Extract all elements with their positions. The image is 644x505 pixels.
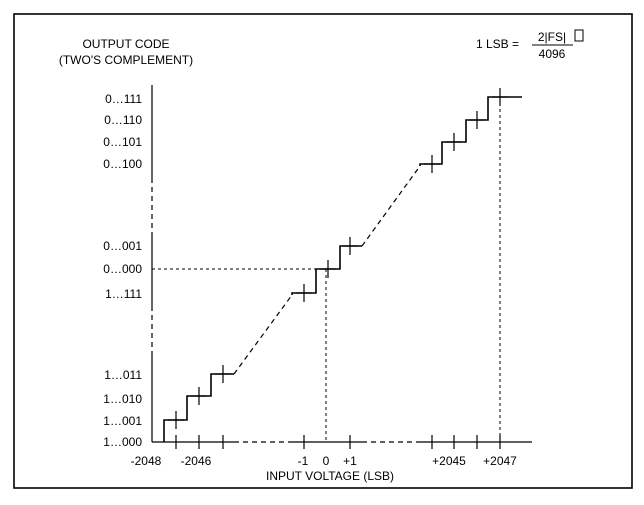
y-axis-title-line2: (TWO'S COMPLEMENT) xyxy=(59,53,193,67)
y-code-label: 1…010 xyxy=(103,392,142,406)
y-code-label: 1…001 xyxy=(103,414,142,428)
y-code-label: 1…011 xyxy=(104,368,142,382)
transfer-staircase-middle xyxy=(291,245,362,295)
x-tick-label: 0 xyxy=(323,454,330,468)
y-code-label: 0…110 xyxy=(104,113,142,127)
y-code-label: 1…111 xyxy=(105,287,142,301)
x-tick-label: +1 xyxy=(343,454,357,468)
transition-ticks xyxy=(168,88,508,429)
formula-numerator: 2|FS| xyxy=(538,30,566,44)
x-tick-label: -1 xyxy=(298,454,309,468)
transfer-staircase-top xyxy=(419,96,522,166)
transfer-ramp-lower xyxy=(233,294,293,375)
formula-box-glyph xyxy=(574,29,584,42)
formula-lhs: 1 LSB = xyxy=(476,37,519,51)
y-code-label: 0…111 xyxy=(105,92,142,106)
y-code-label: 0…001 xyxy=(103,239,142,253)
x-axis-ticks xyxy=(175,435,501,449)
y-axis-title-line1: OUTPUT CODE xyxy=(82,37,169,51)
x-axis-title: INPUT VOLTAGE (LSB) xyxy=(266,469,394,483)
y-code-label: 0…100 xyxy=(103,157,142,171)
x-tick-label: -2046 xyxy=(181,454,212,468)
transfer-ramp-upper xyxy=(361,165,421,247)
figure-frame xyxy=(13,13,633,489)
x-tick-label: -2048 xyxy=(131,454,162,468)
y-code-label: 1…000 xyxy=(103,435,142,449)
x-tick-label: +2045 xyxy=(432,454,466,468)
x-tick-label: +2047 xyxy=(483,454,517,468)
transfer-staircase-bottom xyxy=(163,373,234,442)
formula-denominator: 4096 xyxy=(539,47,566,61)
lsb-formula: 1 LSB = 2|FS| 4096 xyxy=(476,29,584,61)
y-code-label: 0…101 xyxy=(103,135,142,149)
y-code-label: 0…000 xyxy=(103,262,142,276)
